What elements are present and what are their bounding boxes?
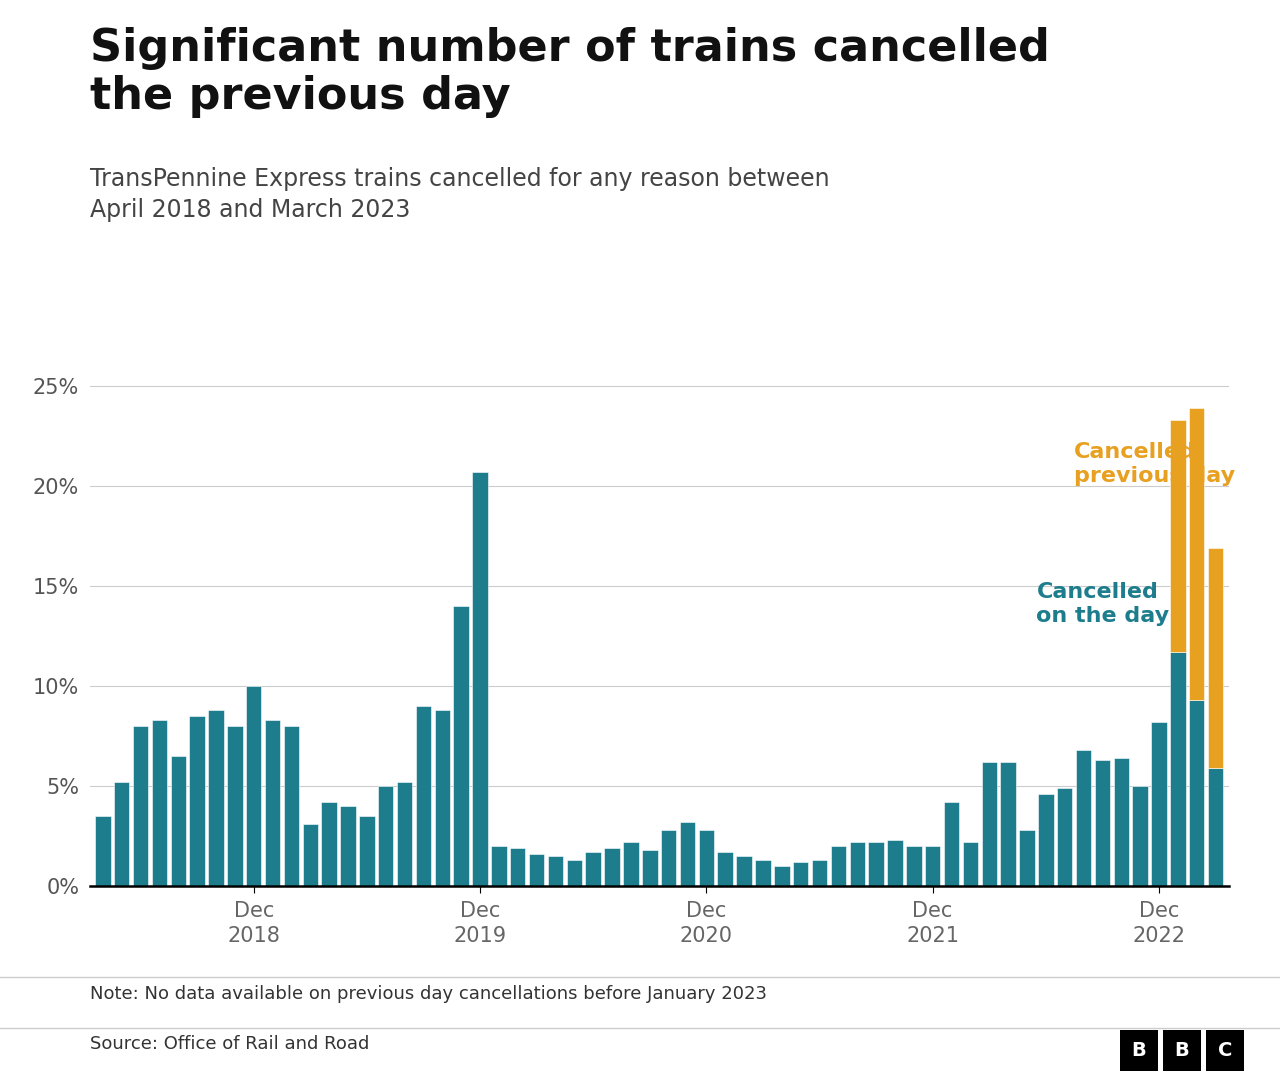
Bar: [340, 806, 356, 886]
Bar: [887, 839, 902, 886]
Bar: [302, 824, 317, 886]
Bar: [774, 865, 790, 886]
Bar: [509, 848, 526, 886]
Text: Source: Office of Rail and Road: Source: Office of Rail and Road: [90, 1035, 369, 1053]
Bar: [643, 850, 658, 886]
Bar: [699, 829, 714, 886]
Bar: [792, 862, 809, 886]
Bar: [1170, 420, 1185, 651]
Bar: [209, 710, 224, 886]
Bar: [831, 846, 846, 886]
Bar: [850, 841, 865, 886]
Bar: [925, 846, 941, 886]
Bar: [189, 716, 205, 886]
Text: Cancelled
previous day: Cancelled previous day: [1074, 442, 1235, 486]
Bar: [1001, 761, 1016, 886]
Bar: [378, 785, 393, 886]
Bar: [492, 846, 507, 886]
Bar: [812, 860, 827, 886]
Bar: [567, 860, 582, 886]
Bar: [472, 472, 488, 886]
Bar: [1114, 757, 1129, 886]
Bar: [529, 853, 544, 886]
Text: TransPennine Express trains cancelled for any reason between
April 2018 and Marc: TransPennine Express trains cancelled fo…: [90, 167, 829, 222]
Text: Significant number of trains cancelled
the previous day: Significant number of trains cancelled t…: [90, 27, 1050, 118]
Bar: [435, 710, 451, 886]
Text: C: C: [1217, 1041, 1233, 1061]
Text: B: B: [1132, 1041, 1146, 1061]
Bar: [453, 606, 468, 886]
Bar: [1133, 785, 1148, 886]
Bar: [1075, 750, 1092, 886]
Bar: [604, 848, 620, 886]
Bar: [963, 841, 978, 886]
Bar: [151, 719, 168, 886]
Bar: [1189, 700, 1204, 886]
Bar: [246, 686, 261, 886]
Bar: [170, 756, 186, 886]
Bar: [265, 719, 280, 886]
Bar: [416, 705, 431, 886]
Bar: [548, 855, 563, 886]
FancyBboxPatch shape: [1120, 1030, 1157, 1071]
Bar: [736, 855, 751, 886]
Bar: [397, 782, 412, 886]
Bar: [95, 815, 110, 886]
Bar: [1170, 651, 1185, 886]
Bar: [1057, 787, 1073, 886]
Bar: [755, 860, 771, 886]
Bar: [1151, 721, 1167, 886]
Bar: [227, 726, 243, 886]
Text: Note: No data available on previous day cancellations before January 2023: Note: No data available on previous day …: [90, 985, 767, 1003]
Bar: [1208, 548, 1224, 768]
Bar: [906, 846, 922, 886]
Bar: [1019, 829, 1034, 886]
Bar: [360, 815, 375, 886]
Bar: [284, 726, 300, 886]
Bar: [680, 822, 695, 886]
Bar: [1208, 768, 1224, 886]
Bar: [1189, 407, 1204, 700]
Bar: [585, 852, 600, 886]
Bar: [623, 841, 639, 886]
Bar: [321, 801, 337, 886]
Bar: [1038, 794, 1053, 886]
FancyBboxPatch shape: [1206, 1030, 1244, 1071]
Bar: [868, 841, 883, 886]
Bar: [133, 726, 148, 886]
Bar: [943, 801, 959, 886]
Bar: [718, 852, 733, 886]
Bar: [114, 782, 129, 886]
FancyBboxPatch shape: [1164, 1030, 1201, 1071]
Bar: [660, 829, 676, 886]
Bar: [1094, 759, 1110, 886]
Bar: [982, 761, 997, 886]
Text: B: B: [1175, 1041, 1189, 1061]
Text: Cancelled
on the day: Cancelled on the day: [1037, 582, 1170, 626]
